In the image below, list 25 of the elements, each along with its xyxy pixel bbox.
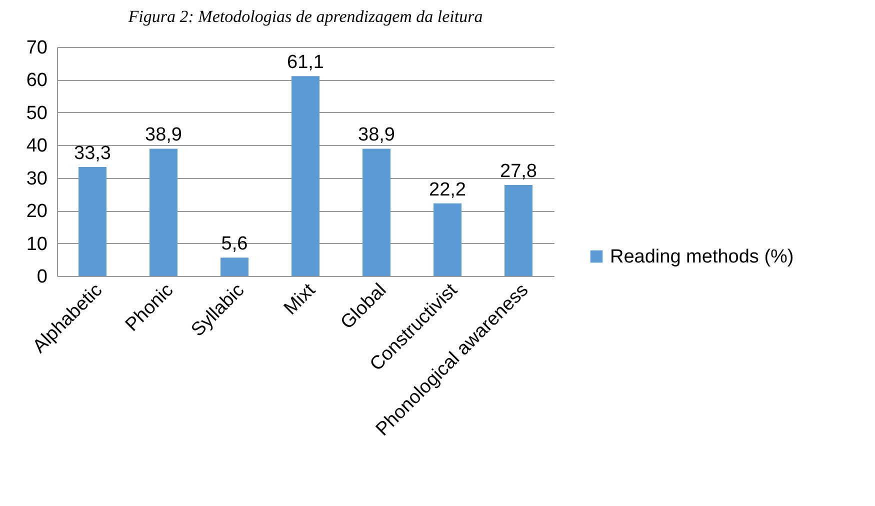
- y-tick-label: 60: [26, 70, 48, 92]
- data-label: 38,9: [358, 124, 395, 146]
- bar: [150, 148, 178, 276]
- x-tick-label: Mixt: [280, 279, 320, 320]
- bar: [220, 258, 248, 276]
- bar: [434, 203, 462, 276]
- data-label: 22,2: [429, 179, 466, 200]
- y-tick-label: 30: [26, 168, 48, 190]
- y-tick-label: 20: [26, 201, 48, 222]
- y-tick-label: 40: [26, 136, 48, 157]
- bar: [362, 148, 390, 276]
- y-tick-label: 50: [26, 102, 48, 124]
- y-tick-label: 0: [36, 266, 48, 288]
- y-tick-label: 70: [26, 38, 48, 58]
- data-label: 61,1: [287, 52, 324, 74]
- data-label: 33,3: [74, 143, 111, 164]
- bar: [504, 185, 532, 276]
- legend-label: Reading methods (%): [610, 246, 794, 268]
- chart-title: Figura 2: Metodologias de aprendizagem da leitura: [127, 7, 483, 26]
- data-label: 38,9: [145, 124, 182, 146]
- bar: [78, 167, 106, 276]
- data-label: 27,8: [500, 161, 537, 182]
- bar: [292, 76, 320, 276]
- y-tick-label: 10: [26, 234, 48, 255]
- data-label: 5,6: [221, 234, 248, 255]
